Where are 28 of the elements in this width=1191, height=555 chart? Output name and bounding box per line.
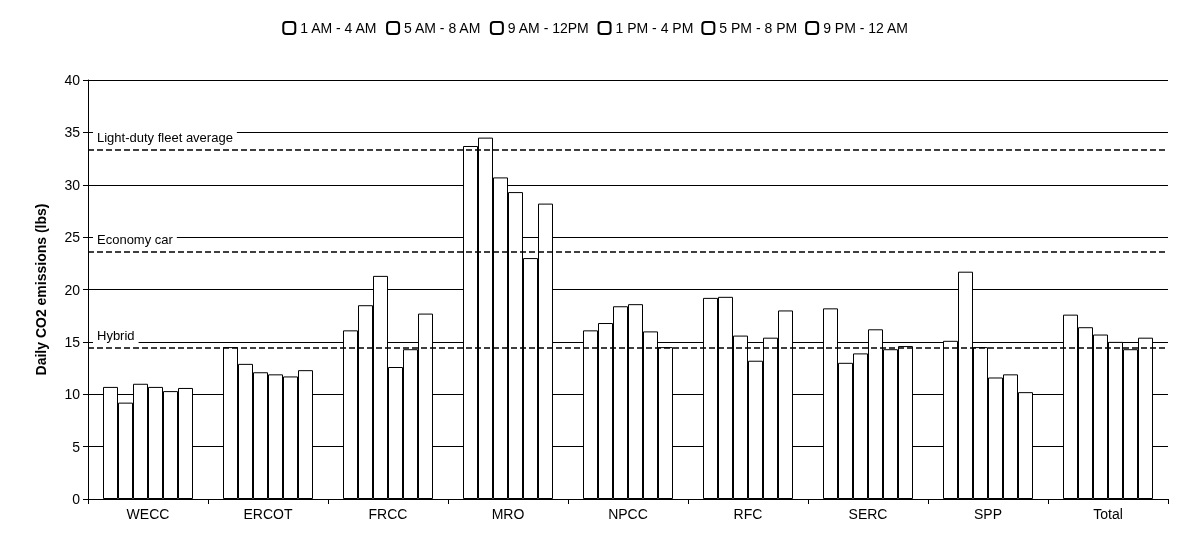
ref-line-label: Light-duty fleet average xyxy=(97,130,233,146)
y-tick-label: 25 xyxy=(64,229,81,246)
x-tick-label: RFC xyxy=(733,506,763,522)
ref-line-label: Hybrid xyxy=(97,328,135,344)
y-tick-label: 0 xyxy=(72,491,81,507)
legend-label: 5 PM - 8 PM xyxy=(719,20,798,36)
legend-label: 1 PM - 4 PM xyxy=(615,20,694,36)
y-tick-label: 20 xyxy=(64,281,81,298)
x-tick-label: FRCC xyxy=(368,506,408,522)
y-tick-label: 15 xyxy=(64,333,81,350)
y-tick-label: 10 xyxy=(64,386,81,403)
y-tick-label: 35 xyxy=(64,124,81,141)
x-tick-label: SPP xyxy=(973,506,1003,522)
y-tick-label: 40 xyxy=(64,72,81,88)
x-tick-label: NPCC xyxy=(608,506,648,522)
x-tick-label: MRO xyxy=(491,506,525,522)
ref-line-label: Economy car xyxy=(97,231,174,247)
y-axis-title: Daily CO2 emissions (lbs) xyxy=(33,203,49,376)
x-tick-label: WECC xyxy=(126,506,170,522)
legend-label: 9 AM - 12PM xyxy=(507,20,589,36)
x-tick-label: Total xyxy=(1093,506,1123,522)
legend-label: 9 PM - 12 AM xyxy=(823,20,908,36)
legend-label: 1 AM - 4 AM xyxy=(300,20,377,36)
y-tick-label: 30 xyxy=(64,176,81,193)
x-tick-label: SERC xyxy=(848,506,888,522)
legend-label: 5 AM - 8 AM xyxy=(404,20,481,36)
x-tick-label: ERCOT xyxy=(243,506,293,522)
y-tick-label: 5 xyxy=(72,438,81,455)
